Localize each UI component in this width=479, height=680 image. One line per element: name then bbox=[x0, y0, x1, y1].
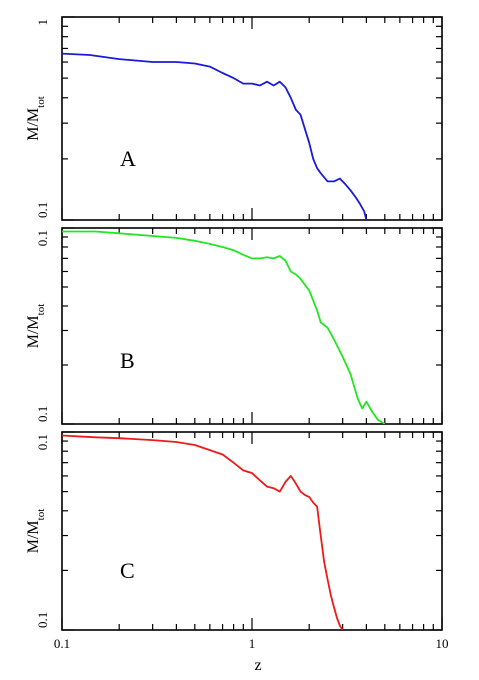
y-axis-label-main: M/M bbox=[25, 108, 42, 141]
x-axis-label: z bbox=[254, 657, 261, 674]
panel-b: 0.1 0.1 M/Mtot B bbox=[25, 227, 443, 425]
y-axis-label-sub: tot bbox=[35, 304, 47, 316]
y-tick-label: 0.1 bbox=[35, 406, 50, 422]
panel-label: A bbox=[120, 146, 136, 171]
y-axis-label-sub: tot bbox=[35, 509, 47, 521]
y-axis-label-main: M/M bbox=[25, 520, 42, 553]
panel-label: C bbox=[120, 558, 135, 583]
y-axis-label: M/Mtot bbox=[25, 304, 47, 349]
y-axis-label: M/Mtot bbox=[25, 96, 47, 141]
y-tick-label: 0.1 bbox=[35, 230, 50, 246]
x-tick-label: 10 bbox=[436, 636, 449, 651]
data-line bbox=[62, 52, 368, 220]
x-tick-label: 1 bbox=[249, 636, 256, 651]
plot-frame bbox=[61, 431, 443, 631]
panel-c: 0.1 0.1 M/Mtot C bbox=[25, 431, 443, 631]
panel-a: 1 0.1 M/Mtot A bbox=[25, 16, 443, 221]
y-axis-label: M/Mtot bbox=[25, 509, 47, 554]
data-line bbox=[62, 230, 386, 424]
plot-frame bbox=[61, 16, 443, 221]
y-tick-label: 0.1 bbox=[35, 434, 50, 450]
y-tick-label: 0.1 bbox=[35, 612, 50, 628]
data-line bbox=[62, 434, 344, 630]
plot-frame bbox=[61, 227, 443, 425]
y-tick-label: 1 bbox=[35, 19, 50, 26]
y-axis-label-main: M/M bbox=[25, 315, 42, 348]
y-tick-label: 0.1 bbox=[35, 202, 50, 218]
panel-label: B bbox=[120, 348, 135, 373]
y-axis-label-sub: tot bbox=[35, 96, 47, 108]
x-tick-label: 0.1 bbox=[54, 636, 70, 651]
